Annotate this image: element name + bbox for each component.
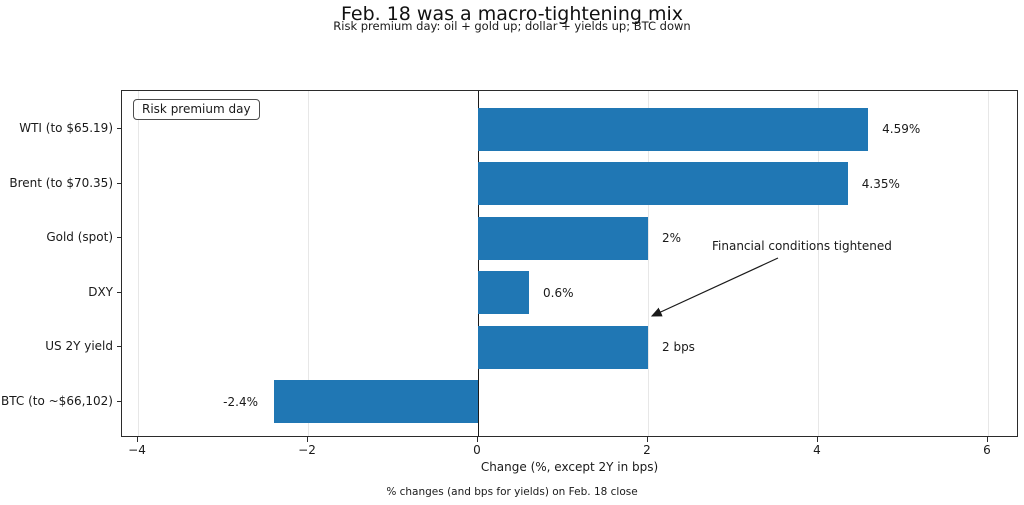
x-tick-mark--4 (137, 437, 138, 442)
x-tick-mark-2 (647, 437, 648, 442)
x-axis-label: Change (%, except 2Y in bps) (480, 460, 659, 474)
y-tick-label-dxy: DXY (88, 284, 113, 299)
y-tick-label-wti-to-65-19: WTI (to $65.19) (19, 121, 113, 135)
y-tick-mark-us-2y-yield (117, 346, 121, 347)
y-tick-label-us-2y-yield: US 2Y yield (45, 339, 113, 353)
gridline-x--2 (307, 91, 309, 436)
x-tick-label-4: 4 (813, 443, 821, 457)
x-tick-label-2: 2 (643, 443, 651, 457)
annotation-text: Financial conditions tightened (712, 239, 892, 253)
gridline-x--4 (137, 91, 139, 436)
x-tick-label--4: −4 (128, 443, 146, 457)
legend-label: Risk premium day (142, 102, 251, 116)
y-tick-label-brent-to-70-35: Brent (to $70.35) (9, 175, 113, 190)
chart-subtitle: Risk premium day: oil + gold up; dollar … (333, 19, 691, 33)
chart-title: Feb. 18 was a macro-tightening mix (340, 3, 684, 25)
bar-value-brent-to-70-35: 4.35% (861, 176, 900, 191)
gridline-x-2 (647, 91, 649, 436)
bar-value-wti-to-65-19: 4.59% (882, 122, 921, 136)
x-tick-label-0: 0 (473, 443, 481, 457)
y-tick-mark-btc-to-66-102 (117, 400, 121, 402)
x-tick-mark-0 (477, 437, 478, 442)
y-tick-mark-wti-to-65-19 (117, 128, 121, 129)
bar-brent-to-70-35 (478, 162, 848, 205)
y-tick-mark-dxy (117, 291, 121, 293)
y-tick-mark-gold-spot (117, 237, 121, 238)
x-tick-mark-4 (817, 437, 818, 442)
y-tick-mark-brent-to-70-35 (117, 182, 121, 184)
legend-box: Risk premium day (133, 99, 260, 120)
bar-us-2y-yield (478, 325, 648, 369)
x-tick-mark--2 (307, 437, 308, 442)
x-tick-mark-6 (987, 437, 988, 442)
y-tick-label-btc-to-66-102: BTC (to ~$66,102) (1, 393, 113, 408)
bar-value-btc-to-66-102: -2.4% (223, 394, 258, 409)
bar-wti-to-65-19 (478, 107, 869, 151)
x-tick-label--2: −2 (298, 443, 316, 457)
bar-btc-to-66-102 (274, 380, 478, 423)
bar-value-gold-spot: 2% (662, 231, 682, 245)
gridline-x-4 (817, 91, 819, 436)
bar-dxy (478, 271, 529, 314)
bar-gold-spot (478, 216, 648, 260)
bar-value-us-2y-yield: 2 bps (662, 340, 695, 354)
x-tick-label-6: 6 (983, 443, 991, 457)
bar-value-dxy: 0.6% (543, 285, 574, 300)
gridline-x-6 (987, 91, 989, 436)
plot-area: 4.59% 4.35% 2% 0.6% 2 bps -2.4% Risk premium … (121, 90, 1018, 437)
y-tick-label-gold-spot: Gold (spot) (46, 230, 113, 244)
zero-line (477, 91, 479, 436)
chart-footnote: % changes (and bps for yields) on Feb. 1… (386, 486, 638, 498)
